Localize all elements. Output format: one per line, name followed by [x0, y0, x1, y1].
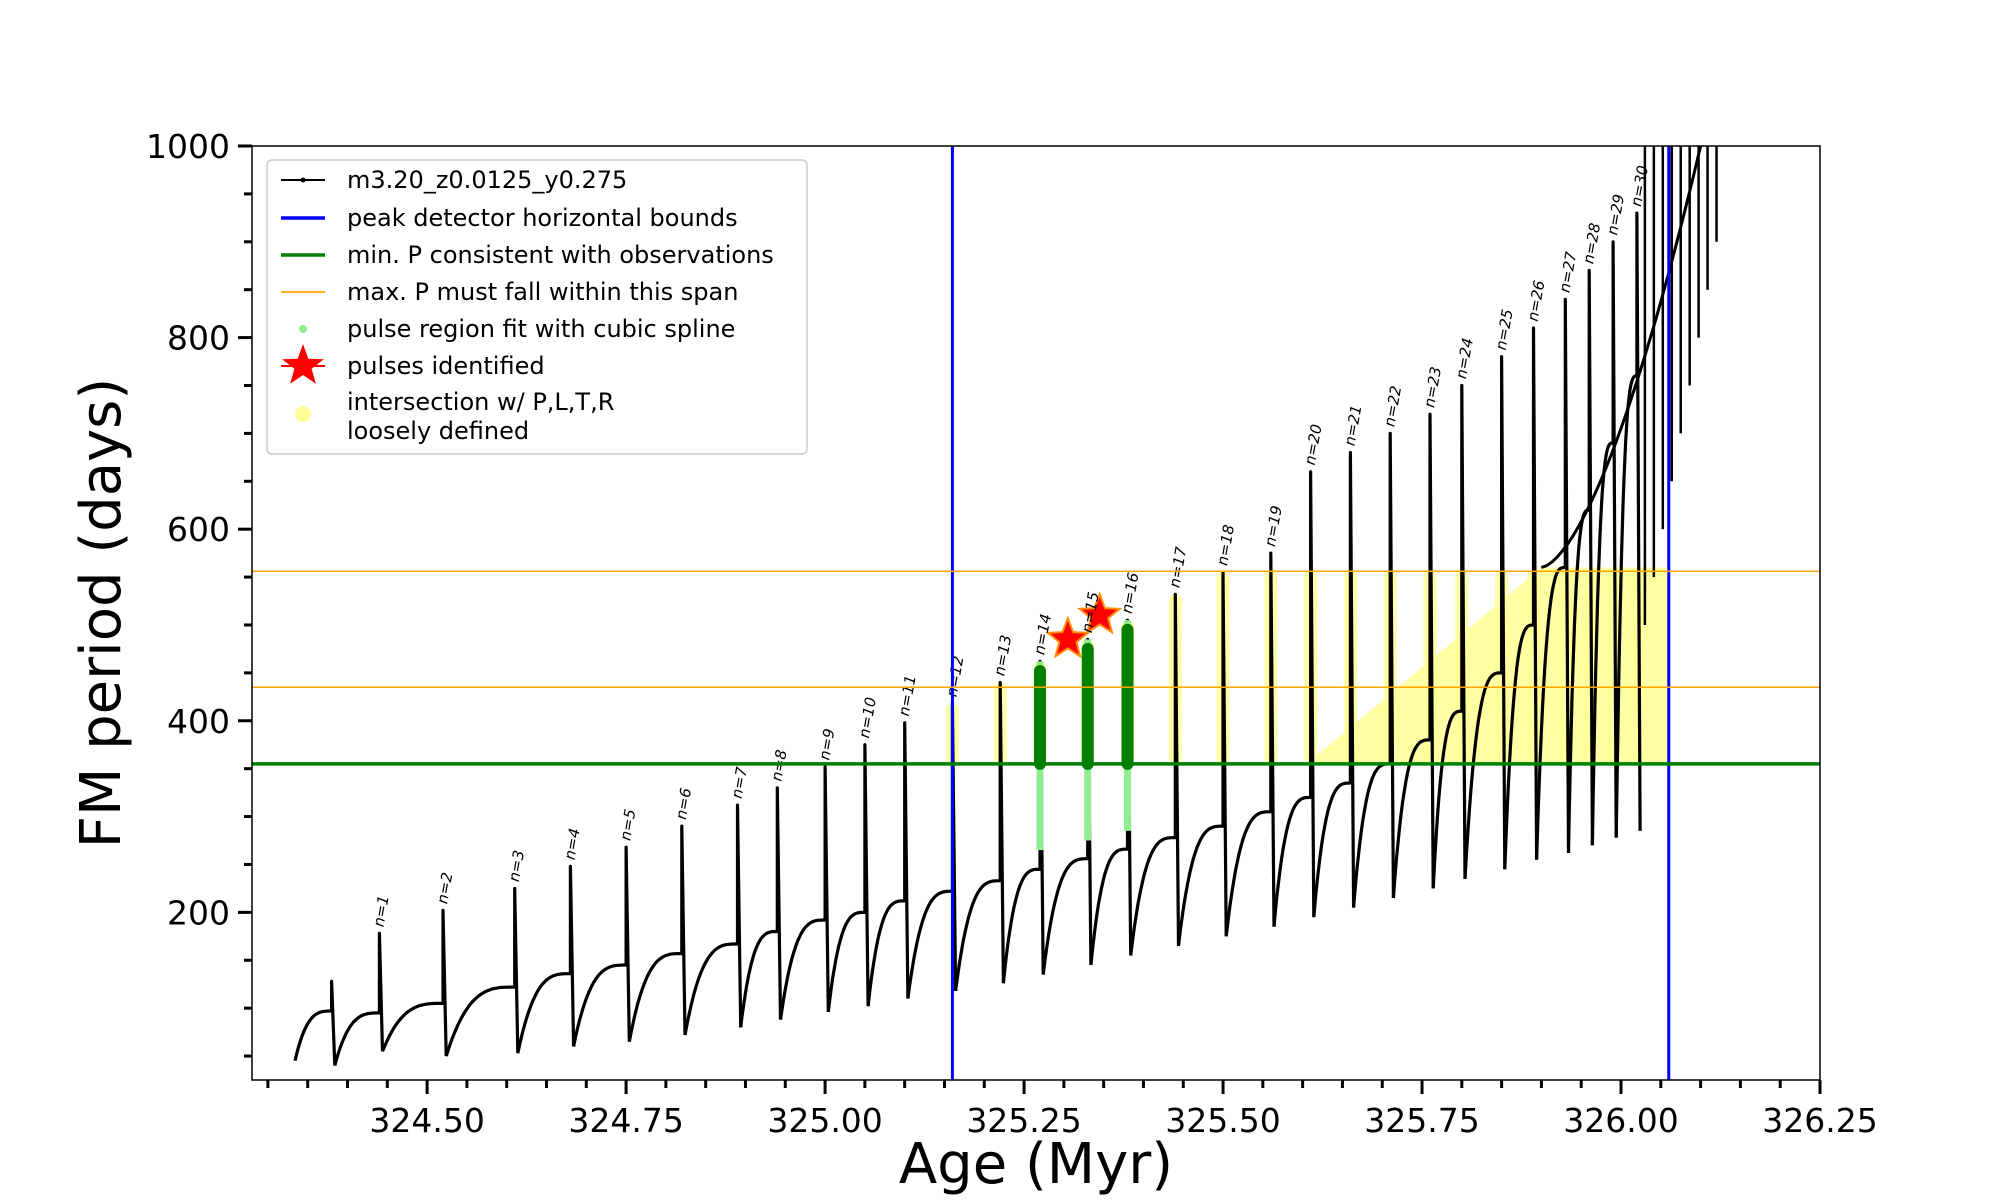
period-curve-segment [1089, 618, 1133, 966]
pulse-label: n=15 [1078, 590, 1103, 634]
pulse-label: n=11 [895, 674, 920, 718]
pulse-label: n=20 [1301, 423, 1326, 467]
pulse-label: n=4 [561, 827, 584, 861]
identified-pulse-star [1077, 591, 1123, 635]
pulse-label: n=3 [505, 849, 528, 883]
intersection-wedge [1306, 567, 1669, 764]
period-curve-segment [739, 786, 783, 1028]
period-curve-segment [1463, 355, 1507, 879]
period-curve-segment [866, 721, 910, 1007]
period-curve-segment [1041, 637, 1093, 975]
period-curve-segment [826, 743, 870, 1013]
legend-label: pulses identified [347, 352, 545, 380]
reference-lines-layer [252, 146, 1820, 1080]
period-curve-segment [1391, 412, 1435, 899]
pulse-label: n=22 [1380, 384, 1405, 428]
period-curve-segment [1535, 297, 1571, 860]
y-tick-label: 1000 [146, 127, 230, 166]
plot-frame [251, 145, 1821, 1081]
period-curve-segment [1312, 450, 1356, 918]
legend-marker-dot [300, 177, 306, 183]
pulse-label: n=5 [616, 808, 639, 842]
x-tick-label: 325.25 [966, 1101, 1081, 1140]
axes-layer: 324.50 324.75 325.00 325.25 325.50 325.75 326.… [69, 127, 1878, 1197]
period-curve-segment [1176, 570, 1228, 947]
y-axis-label: FM period (days) [69, 378, 134, 848]
legend-label: intersection w/ P,L,T,R [347, 388, 614, 416]
x-axis-label: Age (Myr) [899, 1132, 1173, 1197]
y-tick-label: 200 [167, 893, 230, 932]
legend-label: peak detector horizontal bounds [347, 204, 738, 232]
x-tick-label: 325.00 [767, 1101, 882, 1140]
legend-label: max. P must fall within this span [347, 278, 738, 306]
legend-marker-star [282, 344, 324, 384]
pulse-label: n=26 [1524, 279, 1549, 323]
pulse-label: n=29 [1603, 193, 1628, 237]
pulse-label: n=17 [1166, 545, 1191, 589]
period-curve-segment [381, 908, 448, 1057]
period-curve-segment [1272, 470, 1316, 927]
period-curve-segment [906, 701, 958, 999]
legend-marker-circle [295, 406, 311, 422]
x-tick-label: 325.50 [1165, 1101, 1280, 1140]
pulse-label: n=28 [1579, 222, 1604, 266]
pulse-label: n=24 [1452, 337, 1477, 381]
pulse-label: n=9 [815, 727, 838, 761]
pulse-label: n=6 [672, 787, 695, 821]
x-tick-label: 324.50 [369, 1101, 484, 1140]
pulse-label: n=1 [370, 894, 393, 928]
period-curve-segment [778, 765, 830, 1020]
period-curve-segment [1503, 326, 1539, 870]
period-curve-segment [1224, 551, 1276, 937]
period-curve-segment [1129, 592, 1181, 956]
period-curve-segment [954, 680, 1005, 992]
pulse-label: n=27 [1556, 250, 1581, 294]
pulse-label: n=19 [1261, 504, 1286, 548]
period-curve-segment [1001, 659, 1045, 984]
pulse-label: n=30 [1627, 164, 1652, 208]
legend-label: m3.20_z0.0125_y0.275 [347, 166, 627, 194]
period-curve-segment [333, 931, 385, 1067]
y-tick-label: 600 [167, 510, 230, 549]
pulse-label: n=7 [728, 765, 751, 800]
x-tick-label: 324.75 [568, 1101, 683, 1140]
legend-marker-dot [299, 325, 307, 333]
legend-label: pulse region fit with cubic spline [347, 315, 735, 343]
period-curve-segment [516, 864, 576, 1054]
legend-label-line2: loosely defined [347, 417, 529, 445]
period-curve-segment [627, 824, 687, 1043]
period-curve-segment [572, 845, 631, 1047]
x-tick-label: 325.75 [1364, 1101, 1479, 1140]
period-curve-segment [444, 886, 520, 1057]
pulse-label: n=16 [1118, 571, 1143, 615]
pulse-label: n=10 [855, 696, 880, 740]
pulse-label: n=14 [1030, 612, 1055, 656]
period-curve-segment [683, 803, 743, 1036]
period-curve-segment [1431, 383, 1467, 889]
y-tick-label: 800 [167, 319, 230, 358]
period-curve-envelope [1540, 146, 1703, 569]
period-curve-segment [293, 979, 337, 1066]
pulse-label: n=21 [1341, 404, 1366, 448]
x-tick-label: 326.00 [1563, 1101, 1678, 1140]
pulse-label: n=13 [990, 633, 1015, 677]
pulse-label: n=18 [1213, 523, 1238, 567]
legend-label: min. P consistent with observations [347, 241, 774, 269]
pulse-label: n=2 [433, 871, 456, 905]
legend-box [266, 159, 808, 455]
intersection-region-layer [945, 567, 1669, 764]
identified-pulse-star [1045, 615, 1091, 659]
pulse-label: n=12 [943, 655, 968, 699]
pulse-label: n=25 [1492, 308, 1517, 352]
x-tick-label: 326.25 [1762, 1101, 1877, 1140]
y-tick-label: 400 [167, 702, 230, 741]
pulse-label: n=23 [1420, 365, 1445, 409]
